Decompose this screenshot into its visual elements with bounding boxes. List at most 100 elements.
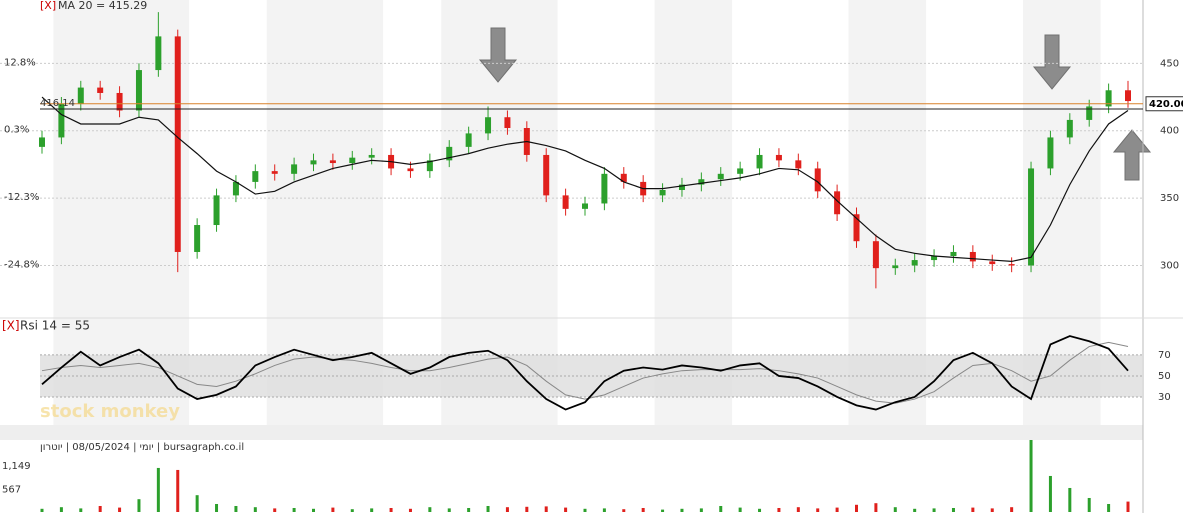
candle-body <box>1008 264 1015 266</box>
volume-bar <box>195 495 199 512</box>
volume-bar <box>98 505 102 512</box>
x-axis-strip <box>0 425 1143 440</box>
candle-body <box>834 191 841 215</box>
candle-body <box>717 173 724 180</box>
candle-body <box>291 164 298 174</box>
candle-body <box>601 173 608 204</box>
volume-bar <box>855 504 858 512</box>
volume-bar <box>428 507 432 512</box>
candle-body <box>485 117 492 134</box>
candle-body <box>620 173 627 182</box>
volume-bar <box>215 503 219 512</box>
volume-bar <box>408 508 412 512</box>
volume-bar <box>583 508 587 512</box>
ma-line <box>41 96 1129 263</box>
candle-body <box>465 133 472 147</box>
y-tick-label: 567 <box>2 484 21 495</box>
candle-body <box>911 260 918 266</box>
candle-body <box>58 103 65 138</box>
volume-bar <box>602 508 606 512</box>
y-tick-label-left: 12.8% <box>4 57 36 68</box>
volume-bar <box>913 508 917 512</box>
candle-body <box>174 36 181 252</box>
candle-body <box>252 171 259 182</box>
volume-bar <box>680 508 684 512</box>
candle-body <box>659 189 666 196</box>
candle-body <box>872 241 879 269</box>
candle-body <box>1028 168 1035 266</box>
candle-body <box>135 70 142 111</box>
candle-body <box>582 203 588 209</box>
watermark: stock monkey <box>40 401 180 422</box>
rsi-line <box>41 341 1129 404</box>
candle-body <box>1125 90 1131 102</box>
candle-body <box>1105 90 1112 107</box>
candle-body <box>39 137 45 147</box>
volume-bar <box>544 506 548 512</box>
candle-body <box>969 251 976 262</box>
volume-bar <box>835 507 839 512</box>
volume-bar <box>661 509 665 512</box>
candle-body <box>562 195 569 209</box>
volume-bar <box>1068 487 1072 512</box>
candle-body <box>756 154 763 169</box>
candle-body <box>155 36 162 71</box>
arrows <box>478 27 1152 181</box>
volume-bar <box>40 508 44 512</box>
level-label: 420.00 <box>1149 99 1183 110</box>
y-tick-label: 30 <box>1158 392 1171 403</box>
volume-bar <box>738 507 742 512</box>
volume-bar <box>622 509 626 512</box>
volume-bar <box>156 467 160 512</box>
candle-body <box>349 157 356 164</box>
y-tick-label: 70 <box>1158 350 1171 361</box>
candle-body <box>116 92 123 111</box>
volume-bar <box>971 507 975 512</box>
volume-bar <box>932 508 936 512</box>
volume-bar <box>370 508 374 512</box>
y-tick-label-left: 0.3% <box>4 125 29 136</box>
y-tick-label: 1,149 <box>2 461 31 472</box>
rsi-line <box>41 335 1129 411</box>
candle-body <box>504 117 511 129</box>
candle-body <box>853 214 860 242</box>
volume-bar <box>1029 440 1033 512</box>
volume-bar <box>350 509 354 512</box>
volume-bar <box>951 507 955 512</box>
volume-bar <box>312 508 315 512</box>
volume-bar <box>719 505 723 512</box>
rsi-title: Rsi 14 = 55 <box>20 319 90 333</box>
volume-bar <box>137 499 141 512</box>
candle-body <box>407 168 414 172</box>
volume-bar <box>331 507 335 512</box>
close-x[interactable]: [X] <box>2 319 20 333</box>
candle-body <box>737 168 744 174</box>
volume-bar <box>699 508 703 512</box>
volume-bar <box>777 507 781 512</box>
candle-body <box>310 160 317 165</box>
candle-body <box>1047 137 1054 169</box>
close-x[interactable]: [X] <box>40 0 56 12</box>
y-tick-label: 450 <box>1160 58 1179 69</box>
volume-bar <box>118 507 122 512</box>
volume-bar <box>1107 503 1111 512</box>
month-band <box>848 0 927 425</box>
month-band <box>654 0 733 425</box>
candle-body <box>1086 106 1093 120</box>
candle-body <box>77 87 84 104</box>
volume-bar <box>1126 501 1130 512</box>
volume-bar <box>1048 475 1052 512</box>
volume-bar <box>758 508 762 512</box>
candle-body <box>814 168 821 192</box>
candle-body <box>698 179 705 185</box>
caption: יומי | 08/05/2024 | יוטרון | bursagraph.… <box>40 442 244 453</box>
candle-body <box>446 146 453 161</box>
candle-body <box>795 160 802 169</box>
candle-body <box>931 256 938 261</box>
volume-bar <box>874 503 878 512</box>
volume-bar <box>525 506 529 512</box>
candle-body <box>329 160 336 164</box>
ma-title: MA 20 = 415.29 <box>58 0 147 12</box>
volume-bar <box>389 507 393 512</box>
month-band <box>53 0 190 425</box>
